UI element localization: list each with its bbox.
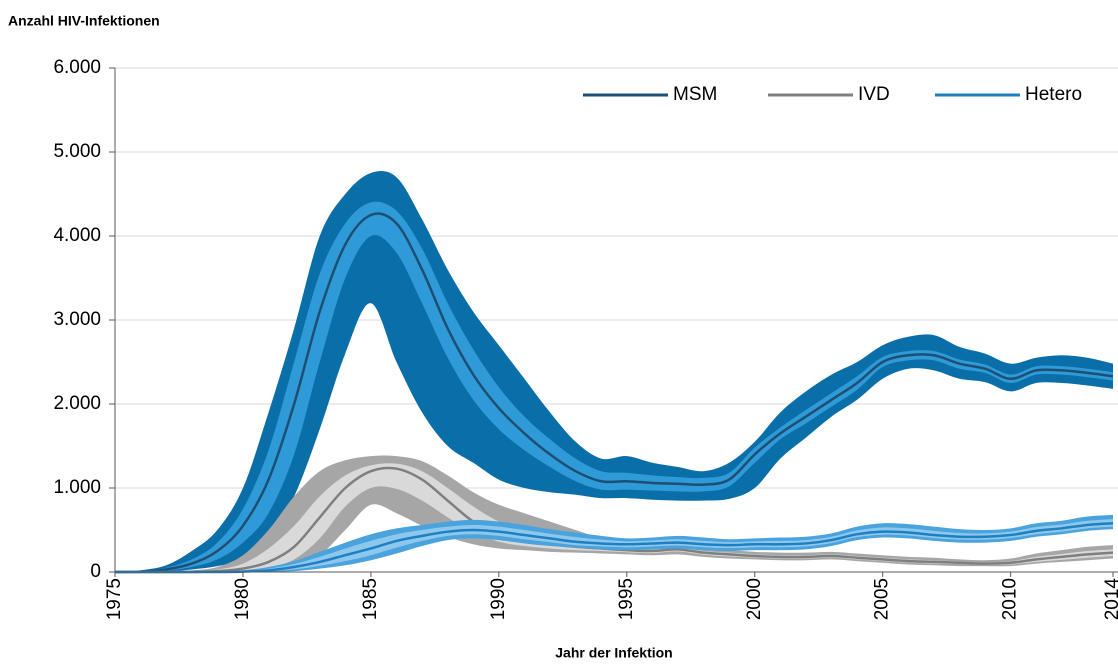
y-tick-label: 2.000 <box>53 393 101 414</box>
series-line <box>114 522 1114 574</box>
legend: MSM IVD Hetero <box>583 84 1082 105</box>
inner-band <box>115 201 1113 572</box>
legend-label: MSM <box>673 84 717 105</box>
axes: 0 1.000 2.000 3.000 4.000 5.000 6.000 1975 1980 1… <box>53 57 1118 620</box>
x-tick-label: 1980 <box>232 578 253 620</box>
x-tick-label: 2010 <box>1000 578 1021 620</box>
x-tick-label: 1985 <box>360 578 381 620</box>
x-tick-label: 1995 <box>616 578 637 620</box>
series-line <box>114 212 1114 574</box>
x-tick-label: 2005 <box>872 578 893 620</box>
legend-label: IVD <box>858 84 890 105</box>
x-tick-label: 1975 <box>104 578 125 620</box>
y-tick-label: 6.000 <box>53 57 101 78</box>
outer-band <box>115 171 1113 573</box>
x-tick-label: 1990 <box>488 578 509 620</box>
inner-band <box>115 463 1113 573</box>
y-tick-label: 1.000 <box>53 477 101 498</box>
x-tick-label: 2000 <box>744 578 765 620</box>
y-tick-label: 3.000 <box>53 309 101 330</box>
y-tick-label: 5.000 <box>53 141 101 162</box>
x-axis-title: Jahr der Infektion <box>555 645 672 661</box>
x-tick-label: 2014 <box>1102 578 1118 621</box>
plot-area <box>114 171 1114 574</box>
y-tick-label: 4.000 <box>53 225 101 246</box>
y-axis-title: Anzahl HIV-Infektionen <box>8 13 160 29</box>
legend-label: Hetero <box>1025 84 1082 105</box>
y-tick-label: 0 <box>90 561 101 582</box>
